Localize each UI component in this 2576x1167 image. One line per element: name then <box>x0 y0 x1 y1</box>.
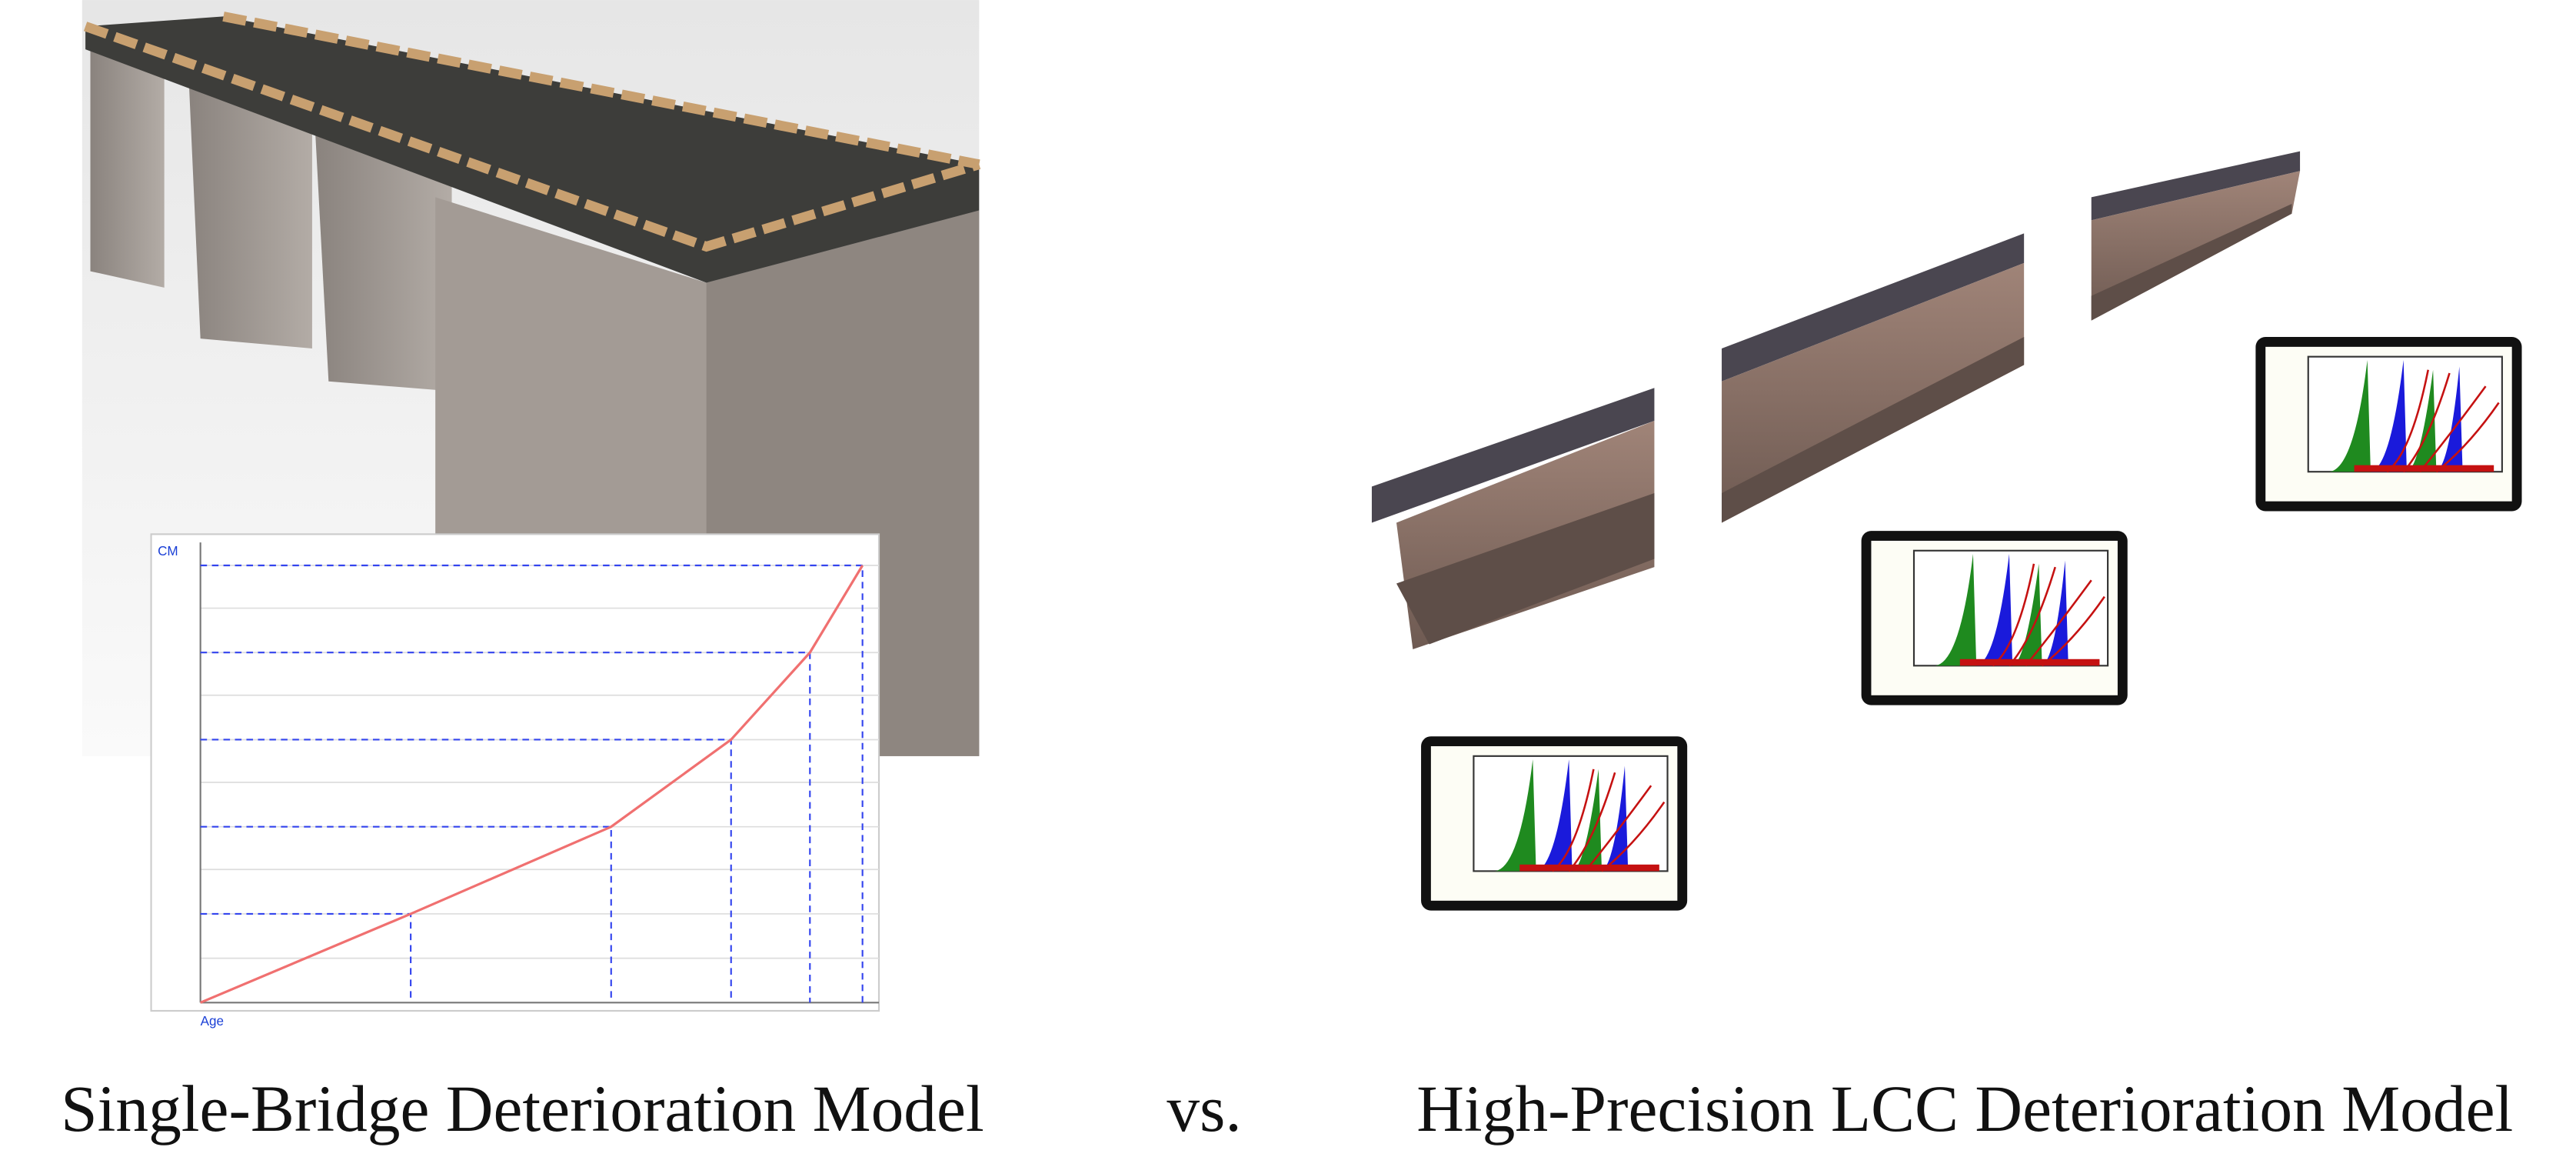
result-monitor <box>2255 335 2523 512</box>
y-axis-label: CM <box>158 544 178 558</box>
caption-left: Single-Bridge Deterioration Model <box>61 1073 984 1145</box>
result-monitor <box>1419 735 1689 912</box>
bridge-illustration <box>82 0 981 756</box>
caption-right: High-Precision LCC Deterioration Model <box>1416 1073 2513 1145</box>
beam-illustration <box>1371 151 2301 649</box>
deterioration-chart: CM Age <box>150 533 880 1029</box>
result-monitor <box>1860 529 2129 706</box>
x-axis-label: Age <box>201 1014 224 1029</box>
caption-separator: vs. <box>1167 1073 1241 1145</box>
